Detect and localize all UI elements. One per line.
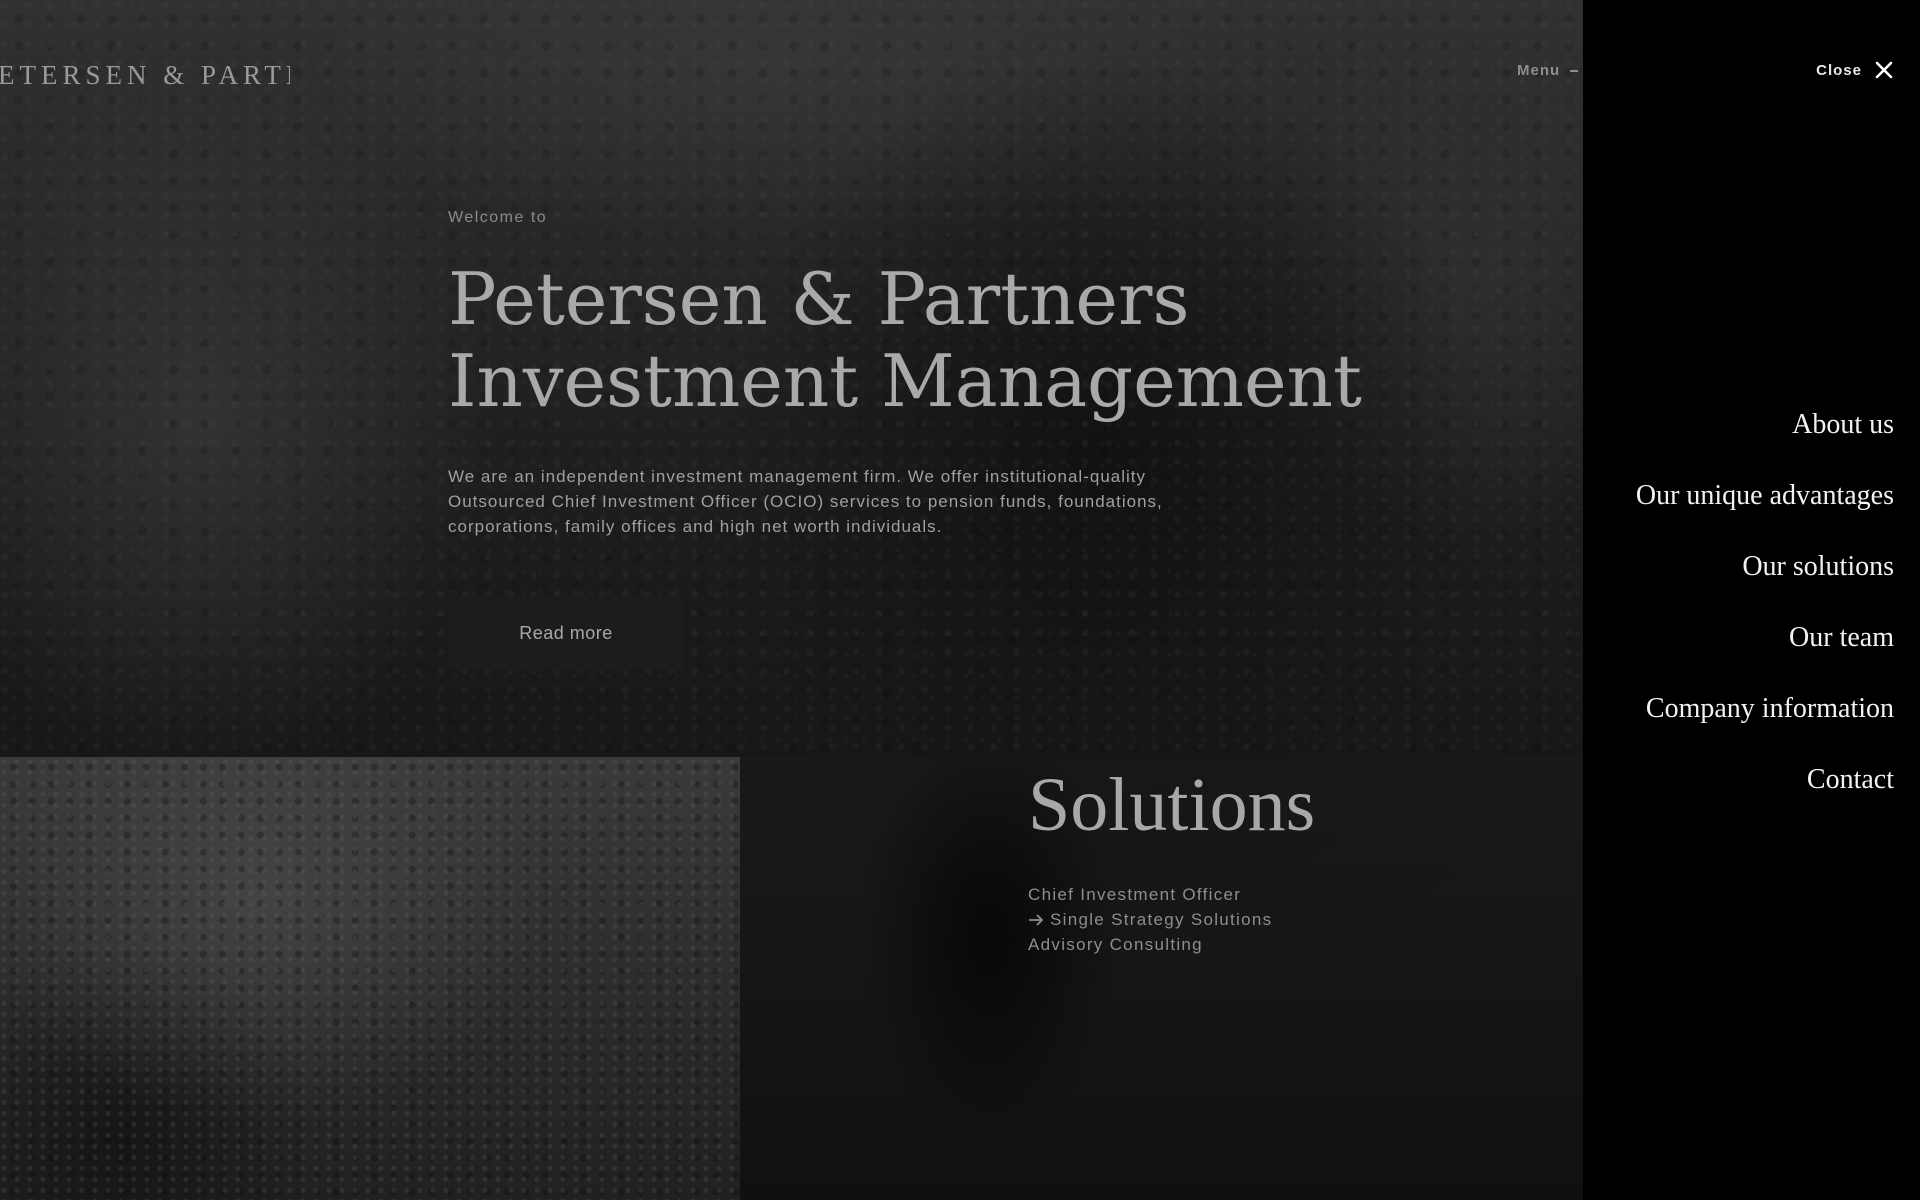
solutions-title: Solutions bbox=[1028, 763, 1316, 847]
read-more-button[interactable]: Read more bbox=[448, 596, 684, 670]
close-icon bbox=[1874, 60, 1894, 80]
tree-meadow-image bbox=[740, 757, 1583, 1200]
nav-item-our-solutions: Our solutions bbox=[1636, 547, 1894, 618]
solutions-item-chief-investment-officer[interactable]: Chief Investment Officer bbox=[1028, 882, 1272, 907]
side-menu-nav: About us Our unique advantages Our solut… bbox=[1636, 405, 1894, 831]
solutions-item-label: Single Strategy Solutions bbox=[1050, 910, 1273, 929]
nav-item-our-team: Our team bbox=[1636, 618, 1894, 689]
nav-link-our-team[interactable]: Our team bbox=[1789, 622, 1894, 653]
site-logo[interactable]: PETERSEN & PARTNERS bbox=[0, 58, 290, 92]
nav-link-contact[interactable]: Contact bbox=[1806, 764, 1894, 795]
arrow-right-icon bbox=[1028, 913, 1044, 927]
nav-link-our-solutions[interactable]: Our solutions bbox=[1742, 551, 1894, 582]
nav-link-company-information[interactable]: Company information bbox=[1645, 693, 1894, 724]
hero-description: We are an independent investment managem… bbox=[448, 467, 1163, 536]
nav-item-company-information: Company information bbox=[1636, 689, 1894, 760]
solutions-list: Chief Investment Officer Single Strategy… bbox=[1028, 882, 1272, 957]
hero-background-image bbox=[0, 0, 1583, 757]
solutions-item-label: Advisory Consulting bbox=[1028, 935, 1203, 954]
menu-dim-overlay[interactable] bbox=[0, 0, 1583, 1200]
menu-toggle[interactable]: Menu bbox=[1517, 62, 1579, 79]
hero-welcome-text: Welcome to bbox=[448, 209, 548, 226]
solutions-item-label: Chief Investment Officer bbox=[1028, 885, 1242, 904]
menu-dash-icon bbox=[1570, 69, 1579, 72]
hero-title: Petersen & Partners Investment Managemen… bbox=[448, 257, 1362, 423]
close-label: Close bbox=[1816, 61, 1862, 79]
nav-item-unique-advantages: Our unique advantages bbox=[1636, 476, 1894, 547]
nav-item-about-us: About us bbox=[1636, 405, 1894, 476]
solutions-item-single-strategy[interactable]: Single Strategy Solutions bbox=[1028, 907, 1272, 932]
site-logo-text: PETERSEN & PARTNERS bbox=[0, 60, 290, 90]
forest-path-image bbox=[0, 757, 740, 1200]
close-menu-button[interactable]: Close bbox=[1816, 60, 1894, 80]
menu-label: Menu bbox=[1517, 62, 1561, 79]
nav-link-about-us[interactable]: About us bbox=[1792, 409, 1894, 440]
nav-item-contact: Contact bbox=[1636, 760, 1894, 831]
nav-link-unique-advantages[interactable]: Our unique advantages bbox=[1635, 480, 1894, 511]
side-menu-panel: Close About us Our unique advantages Our… bbox=[1583, 0, 1920, 1200]
solutions-item-advisory-consulting[interactable]: Advisory Consulting bbox=[1028, 932, 1272, 957]
